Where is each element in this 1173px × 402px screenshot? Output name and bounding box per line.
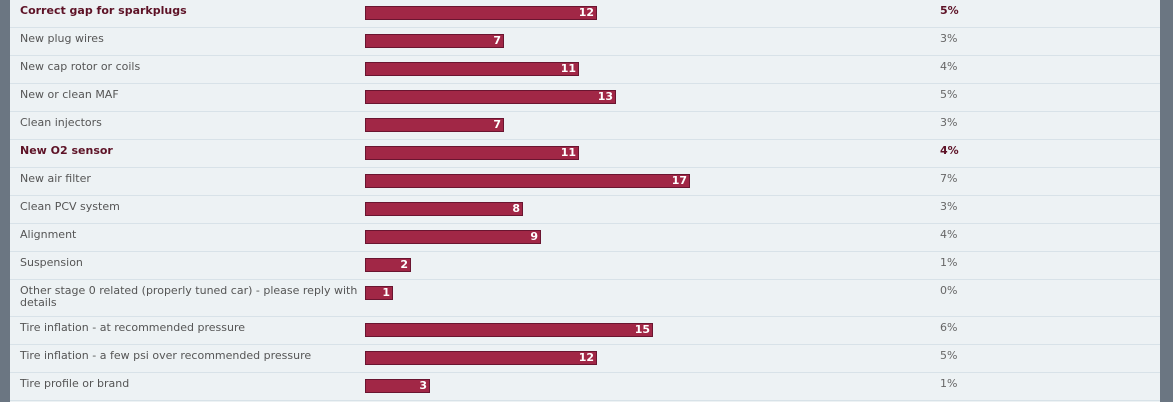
poll-option-label: Clean injectors xyxy=(20,116,102,129)
poll-row: Clean PCV system 8 3% xyxy=(10,196,1160,224)
poll-row: Alignment 9 4% xyxy=(10,224,1160,252)
poll-percent: 3% xyxy=(940,32,958,45)
poll-row: New plug wires 7 3% xyxy=(10,28,1160,56)
poll-bar: 15 xyxy=(365,323,653,337)
poll-bar-track: 11 xyxy=(365,146,925,160)
poll-percent: 3% xyxy=(940,116,958,129)
poll-bar: 1 xyxy=(365,286,393,300)
poll-row: Clean injectors 7 3% xyxy=(10,112,1160,140)
poll-bar: 9 xyxy=(365,230,541,244)
poll-bar-track: 11 xyxy=(365,62,925,76)
poll-percent: 5% xyxy=(940,88,958,101)
poll-bar-track: 13 xyxy=(365,90,925,104)
poll-bar: 2 xyxy=(365,258,411,272)
poll-bar: 3 xyxy=(365,379,430,393)
poll-option-label: New or clean MAF xyxy=(20,88,119,101)
poll-option-label: Suspension xyxy=(20,256,83,269)
poll-row: Other stage 0 related (properly tuned ca… xyxy=(10,280,1160,317)
poll-bar-track: 7 xyxy=(365,118,925,132)
poll-percent: 4% xyxy=(940,228,958,241)
poll-row: Tire inflation - a few psi over recommen… xyxy=(10,345,1160,373)
poll-bar: 17 xyxy=(365,174,690,188)
poll-percent: 6% xyxy=(940,321,958,334)
poll-percent: 1% xyxy=(940,377,958,390)
poll-percent: 4% xyxy=(940,144,959,157)
poll-bar-track: 17 xyxy=(365,174,925,188)
poll-bar-track: 7 xyxy=(365,34,925,48)
poll-row: New cap rotor or coils 11 4% xyxy=(10,56,1160,84)
poll-bar-track: 12 xyxy=(365,6,925,20)
poll-bar: 12 xyxy=(365,351,597,365)
poll-row: Tire profile or brand 3 1% xyxy=(10,373,1160,401)
poll-results: Correct gap for sparkplugs 12 5% New plug w… xyxy=(10,0,1160,402)
poll-percent: 0% xyxy=(940,284,958,297)
poll-percent: 5% xyxy=(940,349,958,362)
poll-row: New air filter 17 7% xyxy=(10,168,1160,196)
poll-option-label: Tire profile or brand xyxy=(20,377,130,390)
poll-row: Correct gap for sparkplugs 12 5% xyxy=(10,0,1160,28)
poll-option-label: New O2 sensor xyxy=(20,144,113,157)
poll-option-label: Other stage 0 related (properly tuned ca… xyxy=(20,284,358,309)
poll-bar-track: 2 xyxy=(365,258,925,272)
poll-bar-track: 9 xyxy=(365,230,925,244)
poll-bar-track: 12 xyxy=(365,351,925,365)
poll-bar-track: 3 xyxy=(365,379,925,393)
poll-option-label: Tire inflation - a few psi over recommen… xyxy=(20,349,312,362)
poll-bar-track: 1 xyxy=(365,286,925,300)
poll-option-label: Clean PCV system xyxy=(20,200,120,213)
poll-bar: 8 xyxy=(365,202,523,216)
poll-bar: 13 xyxy=(365,90,616,104)
poll-option-label: Tire inflation - at recommended pressure xyxy=(20,321,246,334)
poll-percent: 3% xyxy=(940,200,958,213)
poll-bar-track: 8 xyxy=(365,202,925,216)
poll-percent: 7% xyxy=(940,172,958,185)
poll-row: Suspension 2 1% xyxy=(10,252,1160,280)
poll-bar: 11 xyxy=(365,146,579,160)
poll-row: Tire inflation - at recommended pressure… xyxy=(10,317,1160,345)
poll-row: New or clean MAF 13 5% xyxy=(10,84,1160,112)
poll-option-label: Correct gap for sparkplugs xyxy=(20,4,187,17)
poll-bar: 11 xyxy=(365,62,579,76)
poll-percent: 1% xyxy=(940,256,958,269)
poll-option-label: New air filter xyxy=(20,172,91,185)
poll-bar: 7 xyxy=(365,34,504,48)
poll-percent: 5% xyxy=(940,4,959,17)
poll-option-label: Alignment xyxy=(20,228,77,241)
poll-bar-track: 15 xyxy=(365,323,925,337)
poll-percent: 4% xyxy=(940,60,958,73)
poll-bar: 7 xyxy=(365,118,504,132)
poll-row: New O2 sensor 11 4% xyxy=(10,140,1160,168)
poll-bar: 12 xyxy=(365,6,597,20)
poll-option-label: New plug wires xyxy=(20,32,104,45)
poll-option-label: New cap rotor or coils xyxy=(20,60,141,73)
